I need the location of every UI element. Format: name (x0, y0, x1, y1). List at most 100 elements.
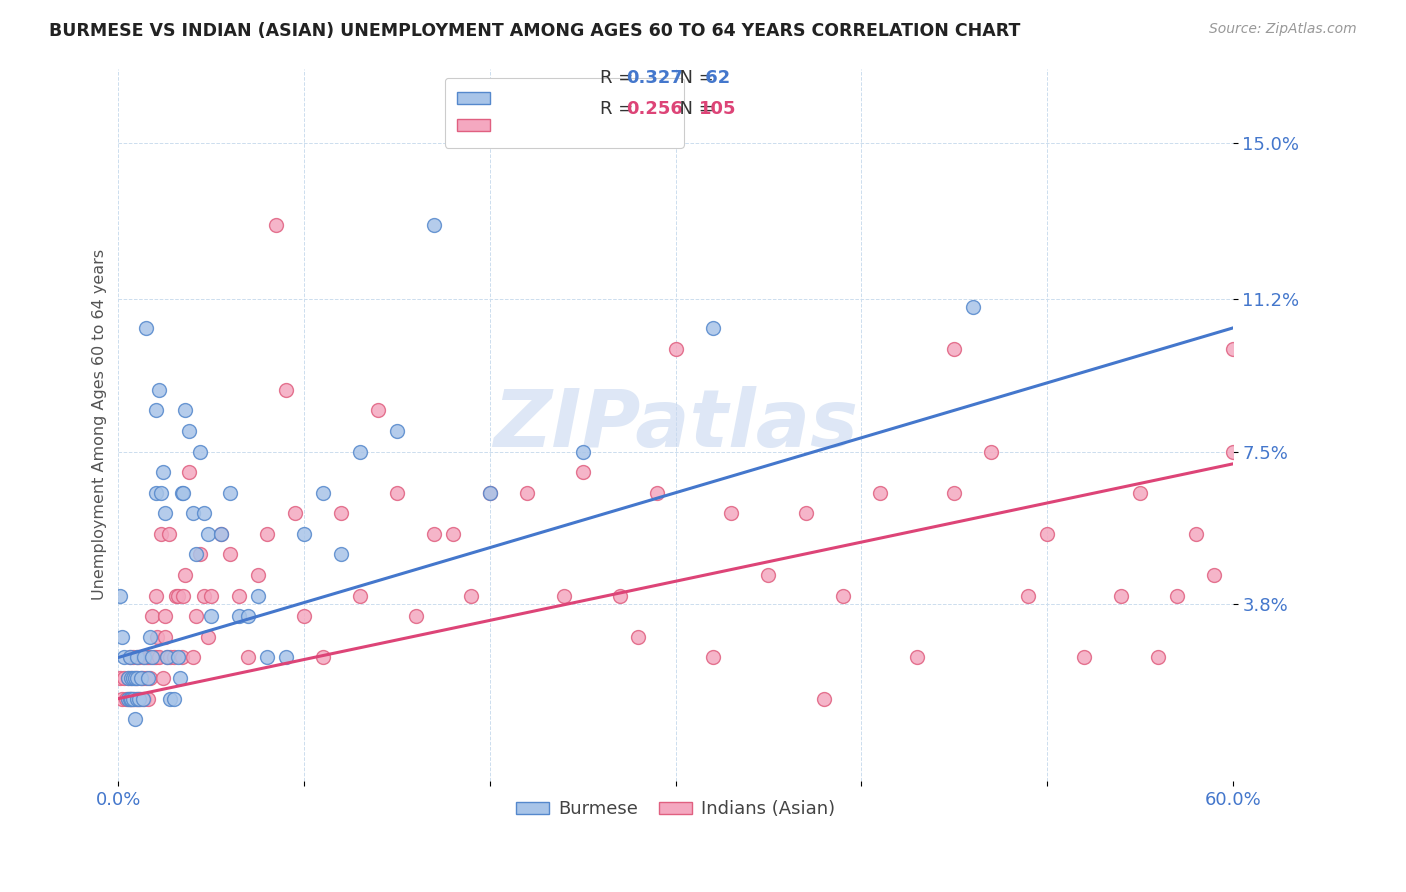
Point (905, 650, 928, 665)
Point (720, 506, 742, 520)
Point (794, 506, 817, 520)
Point (1184, 527, 1206, 541)
Point (118, 650, 141, 665)
Point (124, 671, 146, 685)
Point (112, 650, 135, 665)
Point (256, 650, 278, 665)
Point (367, 403, 389, 417)
Point (385, 485, 408, 500)
Point (129, 691, 152, 706)
Text: R =: R = (600, 70, 640, 87)
Point (256, 527, 278, 541)
Point (146, 630, 169, 644)
Point (134, 650, 156, 665)
Point (349, 589, 371, 603)
Point (292, 609, 315, 624)
Point (1111, 589, 1133, 603)
Y-axis label: Unemployment Among Ages 60 to 64 years: Unemployment Among Ages 60 to 64 years (93, 249, 107, 600)
Point (330, 548, 353, 562)
Point (115, 691, 138, 706)
Text: BURMESE VS INDIAN (ASIAN) UNEMPLOYMENT AMONG AGES 60 TO 64 YEARS CORRELATION CHA: BURMESE VS INDIAN (ASIAN) UNEMPLOYMENT A… (49, 22, 1021, 40)
Point (136, 691, 159, 706)
Point (181, 650, 204, 665)
Point (758, 568, 780, 582)
Point (478, 485, 501, 500)
Point (150, 485, 173, 500)
Point (188, 444, 211, 458)
Point (124, 712, 146, 726)
Point (1147, 650, 1170, 665)
Point (142, 650, 165, 665)
Point (122, 671, 145, 685)
Point (159, 650, 181, 665)
Point (128, 691, 150, 706)
Point (186, 609, 208, 624)
Point (274, 650, 297, 665)
Point (292, 527, 315, 541)
Point (128, 650, 150, 665)
Text: ZIPatlas: ZIPatlas (494, 385, 858, 464)
Point (117, 671, 139, 685)
Point (1073, 650, 1095, 665)
Point (238, 650, 260, 665)
Point (124, 691, 146, 706)
Point (118, 691, 141, 706)
Text: 105: 105 (699, 100, 737, 118)
Point (238, 609, 260, 624)
Point (135, 650, 157, 665)
Point (125, 691, 148, 706)
Point (460, 589, 482, 603)
Point (156, 650, 179, 665)
Point (200, 609, 222, 624)
Point (312, 650, 335, 665)
Point (193, 506, 215, 520)
Point (156, 650, 179, 665)
Point (141, 650, 163, 665)
Point (159, 691, 181, 706)
Point (145, 589, 167, 603)
Point (111, 691, 134, 706)
Point (134, 691, 156, 706)
Point (139, 671, 162, 685)
Point (441, 527, 464, 541)
Point (188, 548, 211, 562)
Point (209, 527, 232, 541)
Point (153, 630, 176, 644)
Point (122, 650, 145, 665)
Point (228, 589, 250, 603)
Point (131, 671, 153, 685)
Point (869, 485, 891, 500)
Point (553, 589, 575, 603)
Point (218, 485, 240, 500)
Point (645, 485, 668, 500)
Point (218, 548, 240, 562)
Point (152, 465, 174, 479)
Point (1222, 444, 1244, 458)
Point (122, 691, 145, 706)
Point (139, 630, 162, 644)
Point (118, 650, 141, 665)
Point (423, 527, 446, 541)
Point (167, 650, 190, 665)
Point (148, 383, 170, 397)
Text: N =: N = (668, 70, 720, 87)
Point (124, 671, 146, 685)
Point (177, 465, 200, 479)
Point (117, 671, 139, 685)
Point (125, 691, 148, 706)
Point (148, 650, 170, 665)
Point (122, 691, 145, 706)
Point (478, 485, 501, 500)
Point (246, 589, 269, 603)
Point (423, 218, 446, 232)
Point (118, 691, 141, 706)
Point (831, 589, 853, 603)
Point (349, 444, 371, 458)
Point (627, 630, 650, 644)
Point (125, 650, 148, 665)
Point (110, 671, 132, 685)
Text: Source: ZipAtlas.com: Source: ZipAtlas.com (1209, 22, 1357, 37)
Point (274, 383, 297, 397)
Point (193, 589, 215, 603)
Point (112, 671, 135, 685)
